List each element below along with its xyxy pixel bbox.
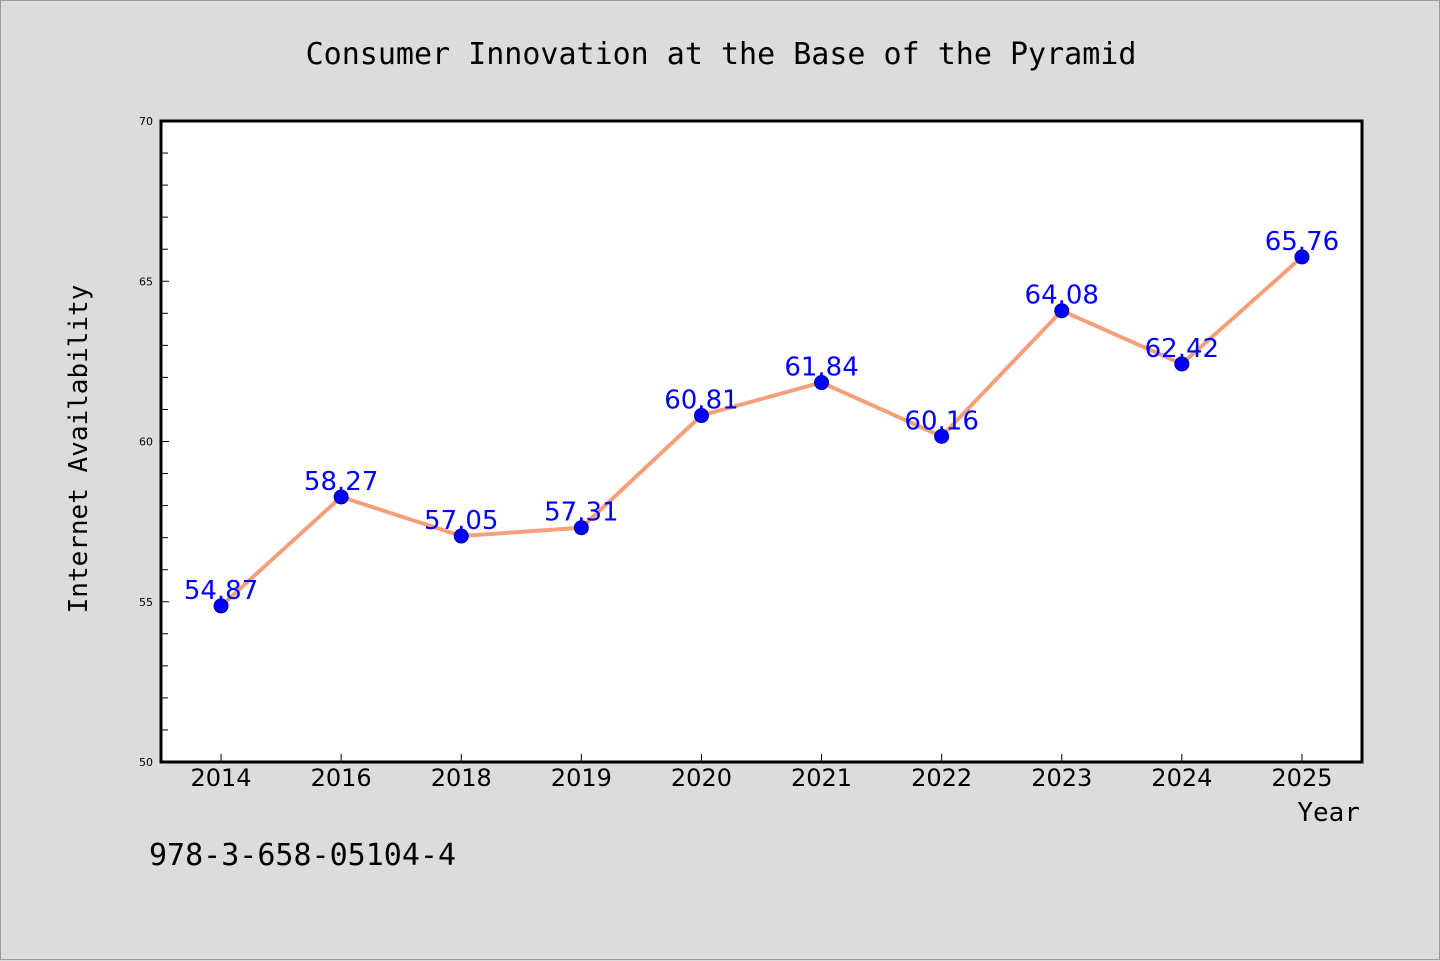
x-tick-label: 2020: [671, 764, 732, 792]
data-label: 60.16: [904, 406, 978, 436]
data-label: 65.76: [1265, 227, 1339, 257]
data-point: [453, 528, 469, 544]
data-point: [1174, 356, 1190, 372]
data-label: 60.81: [664, 386, 738, 416]
x-tick-label: 2018: [431, 764, 492, 792]
data-point: [213, 598, 229, 614]
x-axis-ticks: 2014 2016 2018 2019 2020 2021 2022 2023 2024 2025: [191, 754, 1332, 792]
data-point: [693, 408, 709, 424]
y-axis-title: Internet Availability: [64, 285, 94, 614]
x-tick-label: 2016: [311, 764, 372, 792]
data-point: [573, 520, 589, 536]
data-label: 62.42: [1145, 334, 1219, 364]
data-label: 57.05: [424, 506, 498, 536]
data-point: [1294, 249, 1310, 265]
y-tick-label: 65: [139, 275, 153, 288]
y-tick-label: 70: [139, 115, 153, 128]
series-layer: [213, 249, 1310, 614]
y-tick-label: 50: [139, 756, 153, 769]
chart-title: Consumer Innovation at the Base of the P…: [306, 37, 1137, 72]
data-point: [1054, 303, 1070, 319]
x-tick-label: 2022: [911, 764, 972, 792]
plot-area: [159, 119, 1364, 764]
x-tick-label: 2024: [1151, 764, 1212, 792]
x-tick-label: 2021: [791, 764, 852, 792]
x-tick-label: 2014: [191, 764, 252, 792]
y-tick-label: 60: [139, 436, 153, 449]
data-label: 61.84: [784, 353, 858, 383]
x-axis-title: Year: [1297, 798, 1360, 828]
x-tick-label: 2025: [1271, 764, 1332, 792]
data-label: 64.08: [1025, 281, 1099, 311]
isbn-footer: 978-3-658-05104-4: [149, 838, 456, 873]
data-label: 54.87: [184, 576, 258, 606]
y-axis-ticks: 50 55 60 65 70: [139, 115, 169, 769]
y-tick-label: 55: [139, 596, 153, 609]
data-point: [333, 489, 349, 505]
series-line: [219, 254, 1304, 608]
data-point: [934, 428, 950, 444]
x-tick-label: 2019: [551, 764, 612, 792]
data-label: 57.31: [544, 498, 618, 528]
data-point: [814, 375, 830, 391]
data-label: 58.27: [304, 467, 378, 497]
x-tick-label: 2023: [1031, 764, 1092, 792]
data-label-layer: 54.87 58.27 57.05 57.31 60.81 61.84 60.16 64.08…: [184, 227, 1339, 606]
